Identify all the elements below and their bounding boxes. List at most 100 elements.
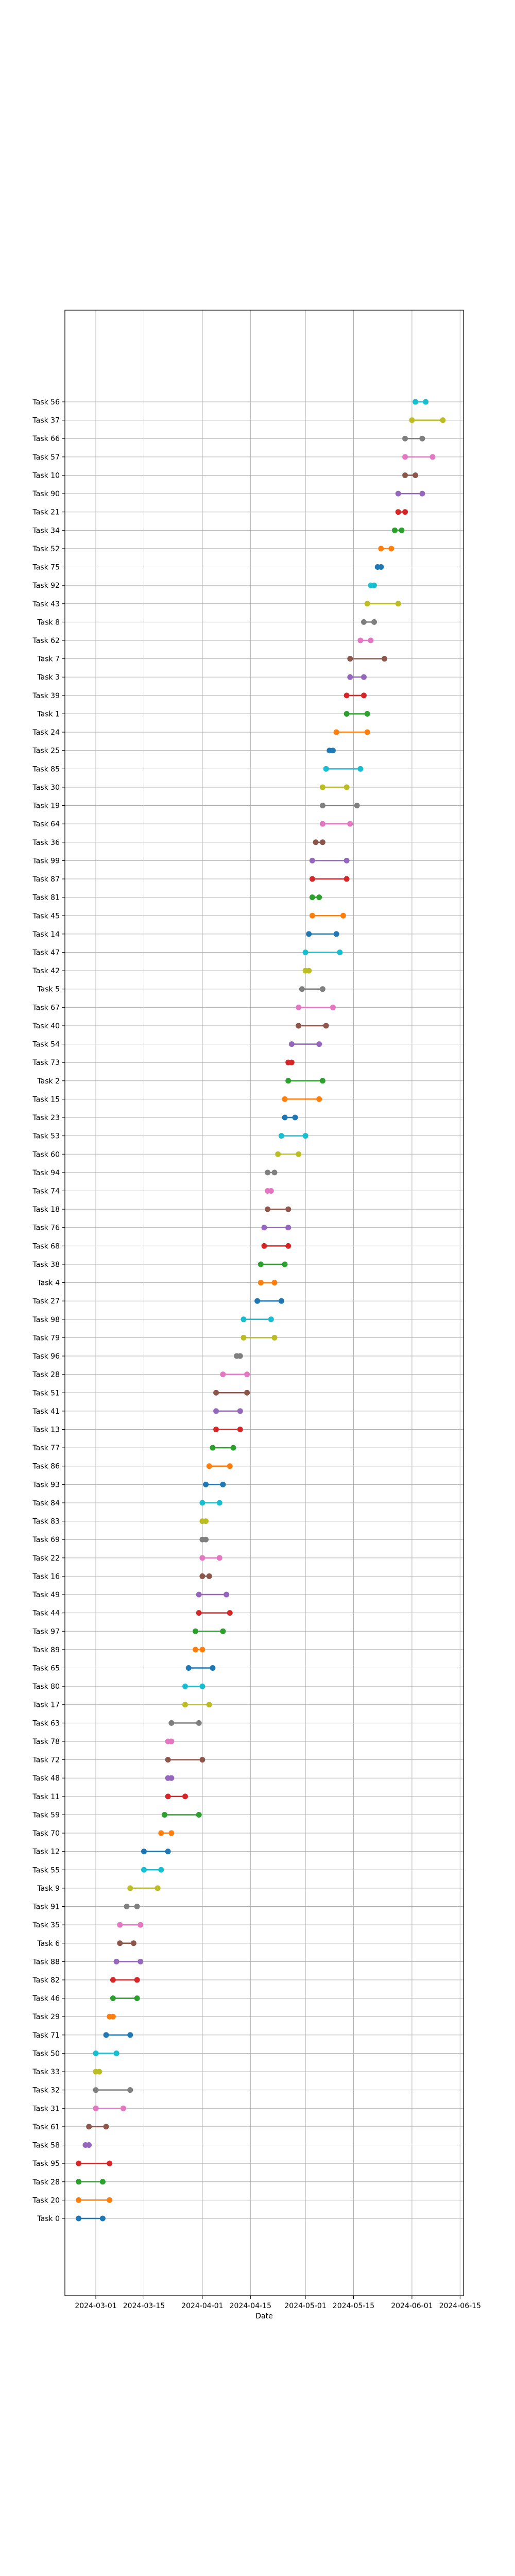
y-tick-label: Task 52: [32, 545, 60, 553]
y-tick-label: Task 99: [32, 857, 60, 865]
task-start-point: [299, 986, 305, 992]
task-start-point: [113, 1958, 119, 1964]
task-start-point: [313, 839, 319, 845]
task-start-point: [309, 912, 315, 919]
y-tick-label: Task 71: [32, 2031, 60, 2040]
task-end-point: [271, 1334, 278, 1341]
task-end-point: [288, 1059, 295, 1065]
task-end-point: [196, 1720, 202, 1726]
task-end-point: [368, 637, 374, 643]
task-end-point: [237, 1353, 243, 1359]
task-start-point: [185, 1665, 192, 1671]
y-tick-label: Task 40: [32, 1022, 60, 1030]
task-start-point: [413, 399, 419, 405]
y-tick-label: Task 45: [32, 912, 60, 920]
task-start-point: [296, 1004, 302, 1010]
y-tick-label: Task 1: [37, 710, 60, 718]
y-tick-label: Task 60: [32, 1150, 60, 1159]
task-end-point: [371, 582, 377, 588]
y-tick-label: Task 0: [37, 2215, 60, 2223]
task-start-point: [199, 1500, 205, 1506]
y-tick-label: Task 96: [32, 1352, 60, 1361]
task-start-point: [261, 1225, 267, 1231]
task-end-point: [323, 1023, 329, 1029]
y-tick-label: Task 35: [32, 1921, 60, 1929]
y-tick-label: Task 59: [32, 1811, 60, 1819]
task-end-point: [103, 2124, 109, 2130]
y-tick-label: Task 70: [32, 1829, 60, 1838]
y-tick-label: Task 11: [32, 1793, 60, 1801]
y-tick-label: Task 15: [32, 1095, 60, 1104]
task-start-point: [361, 619, 367, 625]
task-end-point: [347, 821, 353, 827]
task-end-point: [271, 1280, 278, 1286]
task-end-point: [378, 564, 384, 570]
task-end-point: [210, 1665, 216, 1671]
task-start-point: [76, 2179, 82, 2185]
task-start-point: [402, 435, 408, 442]
task-end-point: [182, 1793, 188, 1800]
y-tick-label: Task 19: [32, 802, 60, 810]
task-end-point: [330, 748, 336, 754]
y-tick-label: Task 13: [32, 1426, 60, 1434]
task-start-point: [275, 1151, 281, 1157]
task-start-point: [141, 1867, 147, 1873]
task-end-point: [268, 1188, 274, 1194]
task-start-point: [203, 1481, 209, 1487]
task-start-point: [168, 1720, 175, 1726]
y-tick-label: Task 51: [32, 1389, 60, 1397]
task-end-point: [271, 1170, 278, 1176]
task-start-point: [282, 1096, 288, 1102]
y-tick-label: Task 76: [32, 1224, 60, 1232]
task-end-point: [216, 1555, 222, 1561]
task-end-point: [319, 1078, 325, 1084]
task-end-point: [154, 1885, 161, 1891]
task-start-point: [344, 710, 350, 717]
task-end-point: [413, 472, 419, 478]
y-tick-label: Task 63: [32, 1719, 60, 1727]
task-end-point: [86, 2142, 92, 2148]
y-tick-label: Task 91: [32, 1903, 60, 1911]
y-tick-label: Task 8: [37, 618, 60, 626]
task-end-point: [382, 656, 388, 662]
task-start-point: [213, 1427, 219, 1433]
y-tick-label: Task 10: [32, 471, 60, 480]
y-tick-label: Task 97: [32, 1628, 60, 1636]
y-tick-label: Task 68: [32, 1242, 60, 1250]
y-tick-label: Task 66: [32, 435, 60, 443]
task-end-point: [364, 710, 370, 717]
task-end-point: [292, 1114, 298, 1121]
x-tick-label: 2024-03-01: [75, 2302, 116, 2310]
y-tick-label: Task 47: [32, 948, 60, 957]
x-tick-label: 2024-06-01: [391, 2302, 433, 2310]
task-start-point: [402, 454, 408, 460]
task-end-point: [364, 729, 370, 735]
task-end-point: [237, 1408, 243, 1414]
task-end-point: [402, 509, 408, 515]
task-start-point: [254, 1298, 261, 1304]
y-tick-label: Task 56: [32, 398, 60, 406]
task-start-point: [76, 2215, 82, 2222]
x-tick-label: 2024-05-01: [284, 2302, 326, 2310]
task-start-point: [258, 1261, 264, 1267]
task-end-point: [440, 417, 446, 423]
x-tick-label: 2024-06-15: [439, 2302, 481, 2310]
task-end-point: [278, 1298, 284, 1304]
task-end-point: [361, 674, 367, 680]
y-tick-label: Task 69: [32, 1536, 60, 1544]
task-end-point: [96, 2069, 102, 2075]
y-tick-label: Task 67: [32, 1004, 60, 1012]
task-start-point: [76, 2197, 82, 2203]
y-tick-label: Task 39: [32, 692, 60, 700]
task-end-point: [330, 1004, 336, 1010]
y-tick-label: Task 81: [32, 894, 60, 902]
task-start-point: [127, 1885, 133, 1891]
task-end-point: [224, 1591, 230, 1598]
y-tick-label: Task 79: [32, 1334, 60, 1342]
task-start-point: [364, 601, 370, 607]
task-end-point: [306, 968, 312, 974]
task-start-point: [241, 1316, 247, 1323]
y-tick-label: Task 87: [32, 875, 60, 884]
task-end-point: [134, 1977, 140, 1983]
